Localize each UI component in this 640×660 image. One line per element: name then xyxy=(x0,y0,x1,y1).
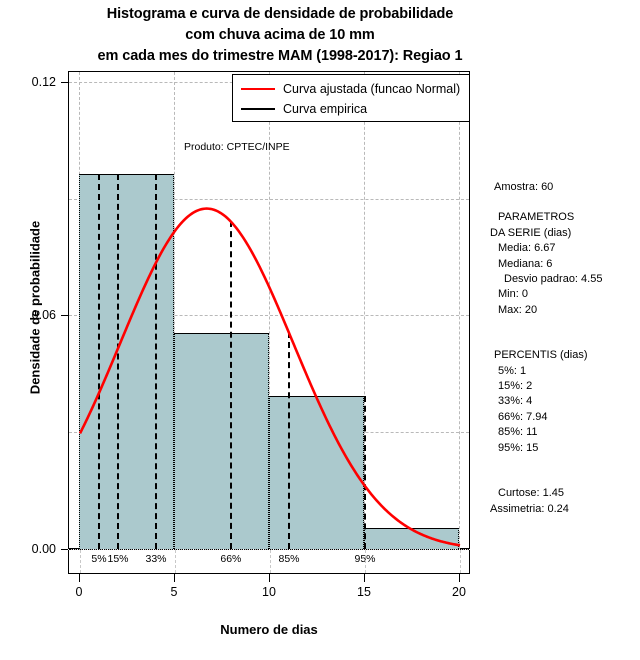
stat-curtose: Curtose: 1.45 xyxy=(498,487,565,500)
legend-label-empirical: Curva empirica xyxy=(283,102,368,116)
histogram-bar xyxy=(79,174,174,549)
stat-p66: 66%: 7.94 xyxy=(498,410,548,423)
percentile-band-label: 66% xyxy=(220,553,242,565)
x-axis: 0 5 10 15 20 xyxy=(68,574,470,614)
chart-title-line-2: com chuva acima de 10 mm xyxy=(185,27,375,43)
percentile-marker-line xyxy=(288,331,290,549)
x-axis-tick xyxy=(364,574,365,582)
x-axis-title: Numero de dias xyxy=(220,622,318,637)
stat-p33: 33%: 4 xyxy=(498,395,533,408)
y-axis-tick xyxy=(61,315,68,317)
stat-media: Media: 6.67 xyxy=(498,242,556,255)
chart-title-line-3: em cada mes do trimestre MAM (1998-2017)… xyxy=(97,48,463,64)
fitted-normal-curve xyxy=(78,207,461,547)
histogram-baseline xyxy=(69,549,469,550)
x-axis-tick-label: 5 xyxy=(170,585,178,599)
y-axis-title: Densidade de probabilidade xyxy=(27,220,43,395)
gridline-horizontal xyxy=(69,198,469,200)
y-axis: 0.00 0.06 0.12 xyxy=(0,71,68,556)
stat-parametros-title: PARAMETROS xyxy=(498,211,575,224)
percentile-marker-line xyxy=(98,174,100,549)
percentile-band-label: 33% xyxy=(145,553,167,565)
gridline-vertical xyxy=(364,72,365,549)
y-axis-tick-label: 0.00 xyxy=(31,542,56,556)
percentile-band-gridline xyxy=(80,550,81,573)
stat-p05: 5%: 1 xyxy=(498,364,527,377)
gridline-vertical xyxy=(269,72,270,549)
density-curves xyxy=(78,207,461,547)
legend-line-black-icon xyxy=(241,108,275,110)
legend-label-fitted: Curva ajustada (funcao Normal) xyxy=(283,82,461,96)
stat-p85: 85%: 11 xyxy=(498,426,538,439)
percentile-band-label: 5% xyxy=(91,553,107,565)
stat-assimetria: Assimetria: 0.24 xyxy=(490,502,569,515)
y-axis-tick xyxy=(61,549,68,550)
x-axis-tick xyxy=(269,574,270,582)
percentile-label-band: 5% 15% 33% 66% 85% 95% xyxy=(68,550,470,574)
gridline-vertical xyxy=(459,72,460,549)
x-axis-tick-label: 15 xyxy=(357,585,371,599)
stat-min: Min: 0 xyxy=(498,288,528,301)
y-axis-tick-label: 0.12 xyxy=(31,74,56,89)
x-axis-tick xyxy=(174,574,175,582)
produto-annotation: Produto: CPTEC/INPE xyxy=(184,141,290,153)
y-axis-tick xyxy=(61,81,68,83)
gridline-horizontal xyxy=(69,315,469,317)
chart-title: Histograma e curva de densidade de proba… xyxy=(0,4,560,67)
percentile-band-label: 15% xyxy=(107,553,129,565)
plot-area: Produto: CPTEC/INPE xyxy=(68,71,470,550)
stat-mediana: Mediana: 6 xyxy=(498,257,553,270)
chart-title-line-1: Histograma e curva de densidade de proba… xyxy=(106,6,454,22)
percentile-band-gridline xyxy=(175,550,176,573)
stat-desvio-padrao: Desvio padrao: 4.55 xyxy=(504,273,603,286)
legend-item-empirical: Curva empirica xyxy=(233,99,469,119)
stat-max: Max: 20 xyxy=(498,303,538,316)
statistics-panel: Amostra: 60 PARAMETROS DA SERIE (dias) M… xyxy=(490,180,640,517)
stat-parametros-subtitle: DA SERIE (dias) xyxy=(490,226,572,239)
x-axis-tick-label: 20 xyxy=(452,585,466,599)
stat-p95: 95%: 15 xyxy=(498,441,539,454)
stat-percentis-title: PERCENTIS (dias) xyxy=(494,349,588,362)
percentile-band-gridline xyxy=(460,550,461,573)
stat-amostra: Amostra: 60 xyxy=(494,181,554,193)
percentile-band-gridline xyxy=(365,550,366,573)
percentile-marker-line xyxy=(155,174,157,549)
legend-line-red-icon xyxy=(241,88,275,90)
stat-p15: 15%: 2 xyxy=(498,380,533,393)
x-axis-tick xyxy=(459,574,460,582)
x-axis-tick xyxy=(79,574,80,582)
percentile-marker-line xyxy=(117,174,119,549)
percentile-marker-line xyxy=(229,220,232,549)
chart-legend: Curva ajustada (funcao Normal) Curva emp… xyxy=(232,74,470,122)
histogram-bar xyxy=(174,332,269,549)
legend-item-fitted: Curva ajustada (funcao Normal) xyxy=(233,79,469,99)
x-axis-tick-label: 0 xyxy=(75,585,83,599)
percentile-band-gridline xyxy=(270,550,271,573)
percentile-marker-line xyxy=(364,396,366,549)
y-axis-tick-label: 0.06 xyxy=(31,308,56,323)
gridline-vertical xyxy=(174,72,175,549)
percentile-band-label: 85% xyxy=(278,553,300,565)
histogram-bar xyxy=(269,396,364,549)
x-axis-tick-label: 10 xyxy=(262,585,276,599)
